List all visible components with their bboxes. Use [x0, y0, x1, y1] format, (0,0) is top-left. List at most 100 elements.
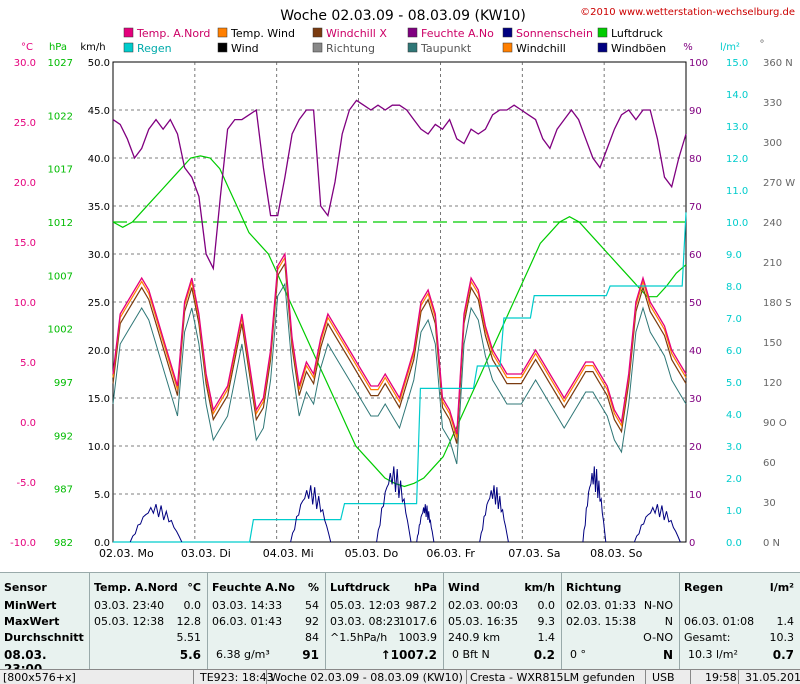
pressure-axis-tick: 1002	[48, 325, 73, 336]
dir-max-time: 02.03. 15:38	[566, 615, 637, 628]
hum-max-time: 06.03. 01:43	[212, 615, 283, 628]
legend-swatch	[312, 42, 323, 53]
rain-axis-tick: 14.0	[726, 90, 748, 101]
temp-axis-tick: 10.0	[14, 298, 36, 309]
temp-unit: °C	[187, 581, 201, 594]
rain-total-label: Gesamt:	[684, 631, 731, 644]
pressure-axis-unit: hPa	[49, 42, 67, 53]
humidity-axis-tick: 40	[689, 346, 702, 357]
legend-swatch	[407, 27, 418, 38]
stats-col-rain: Regen l/m² 06.03. 01:08 1.4 Gesamt: 10.3 1…	[679, 573, 800, 670]
x-tick-label: 06.03. Fr	[426, 547, 475, 560]
dir-avg: O-NO	[643, 631, 673, 644]
rain-axis-tick: 5.0	[726, 378, 742, 389]
wind-beaufort: 0 Bft N	[452, 648, 490, 661]
series-windchill-line	[112, 261, 687, 444]
temp-axis-unit: °C	[21, 42, 33, 53]
wind-axis-tick: 20.0	[88, 346, 110, 357]
stats-sensor-header: Sensor	[4, 581, 47, 594]
stats-col-wind: Wind km/h 02.03. 00:03 0.0 05.03. 16:35 9.…	[443, 573, 561, 670]
series-pressure-line	[112, 155, 687, 488]
legend-swatch	[502, 42, 513, 53]
press-avg: 1003.9	[398, 631, 438, 644]
series-gust-line	[416, 504, 435, 543]
series-gust-line	[376, 466, 412, 543]
rain-axis-tick: 10.0	[726, 218, 748, 229]
direction-axis-tick: 330	[763, 98, 782, 109]
temp-now: 5.6	[179, 648, 201, 662]
rain-axis-tick: 3.0	[726, 442, 742, 453]
temp-min-time: 03.03. 23:40	[94, 599, 165, 612]
humidity-axis-unit: %	[683, 42, 693, 53]
chart-axes: 30.0 25.0 20.0 15.0 10.0 5.0 0.0 -5.0 -10.0 1027 1…	[10, 39, 795, 560]
wind-axis-tick: 30.0	[88, 250, 110, 261]
hum-absolute: 6.38 g/m³	[216, 648, 270, 661]
chart-copyright: ©2010 www.wetterstation-wechselburg.de	[580, 7, 795, 18]
humidity-axis-tick: 100	[689, 58, 708, 69]
humidity-axis-tick: 30	[689, 394, 702, 405]
rain-axis-tick: 8.0	[726, 282, 742, 293]
humidity-axis-tick: 80	[689, 154, 702, 165]
dir-min-value: N-NO	[643, 599, 673, 612]
dir-now: N	[662, 648, 673, 662]
series-rain-line	[113, 212, 687, 543]
temp-min-value: 0.0	[183, 599, 202, 612]
pressure-axis-tick: 987	[54, 485, 73, 496]
press-trend: ^1.5hPa/h	[330, 631, 388, 644]
pressure-axis-tick: 1027	[48, 58, 73, 69]
temp-header: Temp. A.Nord	[94, 581, 178, 594]
hum-avg: 84	[305, 631, 319, 644]
rain-axis-tick: 2.0	[726, 474, 742, 485]
series-temperature-line	[112, 251, 687, 435]
stats-col-sensor: Sensor MinWert MaxWert Durchschnitt 08.0…	[0, 573, 88, 676]
rain-axis-tick: 12.0	[726, 154, 748, 165]
rain-header: Regen	[684, 581, 724, 594]
rain-axis-tick: 0.0	[726, 538, 742, 549]
x-tick-label: 07.03. Sa	[508, 547, 560, 560]
dir-header: Richtung	[566, 581, 622, 594]
humidity-axis-tick: 50	[689, 298, 702, 309]
rain-axis-tick: 11.0	[726, 186, 748, 197]
series-gust-line	[479, 485, 509, 543]
legend-swatch	[123, 27, 134, 38]
direction-axis-tick: 30	[763, 498, 776, 509]
hum-header: Feuchte A.No	[212, 581, 295, 594]
direction-axis-tick: 300	[763, 138, 782, 149]
status-resolution: [800x576+x]	[3, 671, 76, 684]
wind-max-time: 05.03. 16:35	[448, 615, 519, 628]
legend-label: Windböen	[611, 42, 666, 55]
legend-label: Temp. A.Nord	[136, 27, 210, 40]
direction-axis-tick: 240	[763, 218, 782, 229]
press-unit: hPa	[413, 581, 437, 594]
chart-grid	[112, 61, 687, 543]
direction-axis-tick: 120	[763, 378, 782, 389]
wind-axis-tick: 45.0	[88, 106, 110, 117]
series-tempwind-line	[112, 255, 687, 438]
status-usb: USB	[652, 671, 675, 684]
direction-axis-tick: 90 O	[763, 418, 787, 429]
legend-swatch	[217, 27, 228, 38]
series-dewpoint-line	[112, 282, 687, 465]
wind-now: 0.2	[533, 648, 555, 662]
press-min-value: 987.2	[405, 599, 438, 612]
dir-min-time: 02.03. 01:33	[566, 599, 637, 612]
legend-swatch	[502, 27, 513, 38]
stats-col-temp: Temp. A.Nord °C 03.03. 23:40 0.0 05.03. 1…	[89, 573, 207, 670]
legend-label: Luftdruck	[611, 27, 663, 40]
pressure-axis-tick: 982	[54, 538, 73, 549]
stats-col-dir: Richtung 02.03. 01:33 N-NO 02.03. 15:38 N …	[561, 573, 679, 670]
status-te923: TE923: 18:43	[200, 671, 274, 684]
legend-label: Windchill	[516, 42, 566, 55]
status-week: Woche 02.03.09 - 08.03.09 (KW10)	[270, 671, 463, 684]
hum-min-value: 54	[305, 599, 319, 612]
chart-title: Woche 02.03.09 - 08.03.09 (KW10)	[280, 8, 526, 24]
temp-axis-tick: 25.0	[14, 118, 36, 129]
legend-label: Wind	[231, 42, 259, 55]
x-tick-label: 04.03. Mi	[263, 547, 314, 560]
humidity-axis-tick: 70	[689, 202, 702, 213]
press-max-value: 1017.6	[398, 615, 438, 628]
legend-label: Richtung	[326, 42, 375, 55]
chart-series	[112, 99, 687, 543]
legend-label: Regen	[137, 42, 172, 55]
legend-label: Windchill X	[326, 27, 387, 40]
